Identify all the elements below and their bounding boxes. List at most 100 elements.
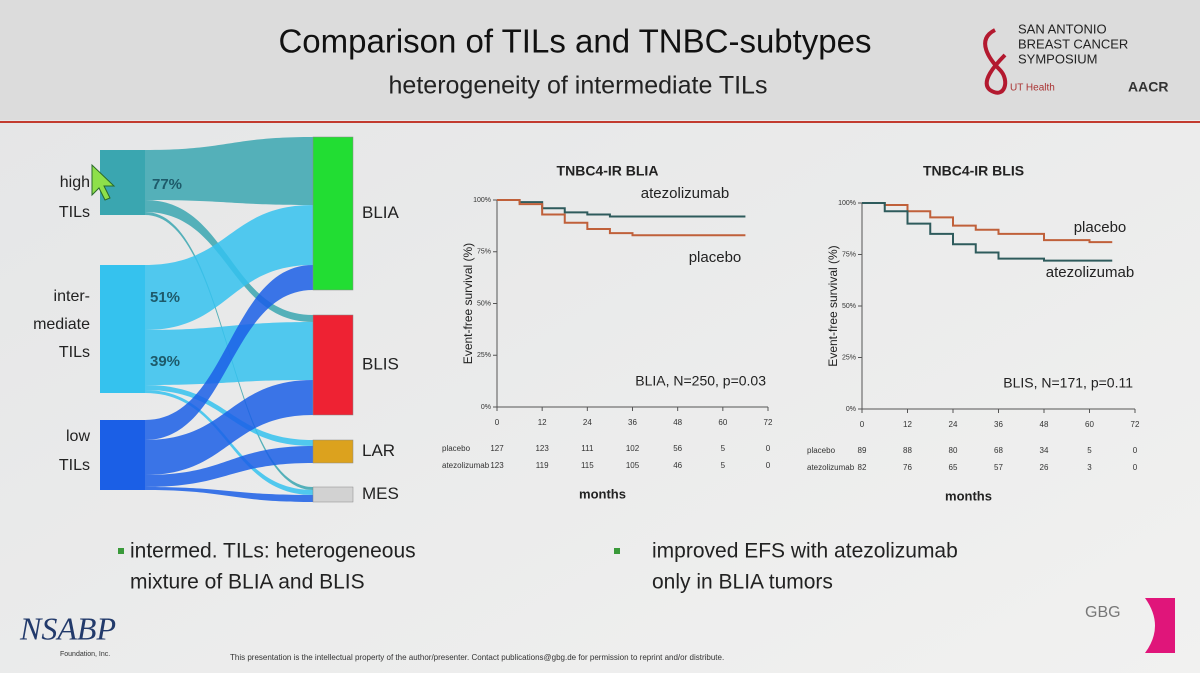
survival-curve bbox=[862, 202, 1113, 262]
sankey-flow bbox=[145, 265, 313, 440]
risk-value: 65 bbox=[949, 463, 958, 472]
source-label: mediate bbox=[33, 316, 90, 333]
sankey-flow bbox=[145, 487, 313, 502]
source-label: low bbox=[66, 428, 90, 445]
risk-value: 57 bbox=[994, 463, 1003, 472]
y-tick-label: 0% bbox=[481, 404, 491, 411]
cursor bbox=[91, 163, 116, 201]
risk-value: 127 bbox=[490, 444, 504, 453]
y-tick-label: 75% bbox=[477, 249, 491, 256]
sankey: BLIA BLIS LAR MES high TILs inter-mediate TILs l… bbox=[33, 136, 400, 503]
survival-curve bbox=[862, 202, 1113, 244]
source-label: inter- bbox=[54, 288, 90, 305]
series-label: placebo bbox=[689, 249, 742, 266]
nsabp-sub: Foundation, Inc. bbox=[60, 651, 110, 658]
risk-value: 0 bbox=[766, 461, 771, 470]
risk-value: 68 bbox=[994, 446, 1003, 455]
risk-row-label: atezolizumab bbox=[807, 463, 855, 472]
chart-title: TNBC4-IR BLIA bbox=[557, 163, 659, 179]
y-tick-label: 25% bbox=[477, 352, 491, 359]
charts: TNBC4-IR BLIA0%25%50%75%100%012712312123… bbox=[442, 163, 1140, 504]
risk-value: 26 bbox=[1040, 463, 1049, 472]
target-label: BLIA bbox=[362, 203, 400, 222]
x-tick-label: 60 bbox=[1085, 420, 1094, 429]
sankey-flow bbox=[145, 446, 313, 487]
risk-value: 3 bbox=[1087, 463, 1092, 472]
risk-row-label: atezolizumab bbox=[442, 461, 490, 470]
risk-value: 119 bbox=[536, 461, 549, 470]
y-tick-label: 100% bbox=[838, 200, 856, 207]
logo-line: BREAST CANCER bbox=[1018, 36, 1128, 51]
percent-label: 77% bbox=[152, 176, 182, 193]
y-tick-label: 25% bbox=[842, 354, 856, 361]
bullet-dot bbox=[614, 548, 620, 554]
risk-value: 89 bbox=[858, 446, 867, 455]
x-tick-label: 24 bbox=[583, 418, 592, 427]
sankey-flow bbox=[145, 380, 313, 475]
y-axis-label: Event-free survival (%) bbox=[826, 245, 840, 366]
risk-value: 82 bbox=[858, 463, 867, 472]
series-label: atezolizumab bbox=[1046, 264, 1134, 281]
target-label: MES bbox=[362, 484, 399, 503]
target-node bbox=[312, 439, 354, 464]
subtitle: heterogeneity of intermediate TILs bbox=[389, 72, 768, 100]
series-label: atezolizumab bbox=[641, 185, 729, 202]
y-tick-label: 100% bbox=[473, 197, 491, 204]
x-tick-label: 0 bbox=[495, 418, 500, 427]
bullet-text: intermed. TILs: heterogeneous bbox=[130, 540, 416, 563]
y-tick-label: 50% bbox=[842, 303, 856, 310]
gbg-logo: GBG bbox=[1085, 604, 1121, 621]
source-label: TILs bbox=[59, 457, 90, 474]
bullet-text: mixture of BLIA and BLIS bbox=[130, 571, 365, 594]
x-tick-label: 72 bbox=[1131, 420, 1140, 429]
risk-value: 111 bbox=[581, 444, 594, 453]
x-tick-label: 12 bbox=[538, 418, 547, 427]
y-tick-label: 0% bbox=[846, 406, 856, 413]
risk-value: 34 bbox=[1040, 446, 1049, 455]
survival-curve bbox=[497, 199, 746, 218]
logo-line: SAN ANTONIO bbox=[1018, 21, 1107, 36]
source-label: TILs bbox=[59, 344, 90, 361]
symposium-ribbon bbox=[983, 28, 1008, 95]
target-node bbox=[312, 314, 354, 416]
gbg-mark bbox=[1145, 598, 1175, 653]
source-label: TILs bbox=[59, 204, 90, 221]
bullet-text: only in BLIA tumors bbox=[652, 571, 833, 594]
risk-value: 0 bbox=[1133, 463, 1138, 472]
y-tick-label: 75% bbox=[842, 251, 856, 258]
risk-value: 123 bbox=[490, 461, 504, 470]
footer-notice: This presentation is the intellectual pr… bbox=[230, 653, 724, 662]
logo-line: SYMPOSIUM bbox=[1018, 51, 1097, 66]
x-tick-label: 60 bbox=[718, 418, 727, 427]
x-tick-label: 36 bbox=[628, 418, 637, 427]
target-node bbox=[312, 486, 354, 503]
risk-value: 56 bbox=[673, 444, 682, 453]
x-tick-label: 24 bbox=[949, 420, 958, 429]
risk-value: 76 bbox=[903, 463, 912, 472]
target-label: LAR bbox=[362, 441, 395, 460]
risk-value: 0 bbox=[1133, 446, 1138, 455]
annotation: BLIA, N=250, p=0.03 bbox=[635, 373, 766, 389]
x-tick-label: 48 bbox=[673, 418, 682, 427]
sankey-flow bbox=[145, 137, 313, 205]
series-label: placebo bbox=[1074, 219, 1127, 236]
risk-value: 88 bbox=[903, 446, 912, 455]
chart-title: TNBC4-IR BLIS bbox=[923, 163, 1024, 179]
risk-row-label: placebo bbox=[807, 446, 836, 455]
partner-logo: AACR bbox=[1128, 79, 1168, 95]
percent-label: 39% bbox=[150, 353, 180, 370]
x-tick-label: 12 bbox=[903, 420, 912, 429]
x-tick-label: 48 bbox=[1040, 420, 1049, 429]
bullet-dot bbox=[118, 548, 124, 554]
x-tick-label: 36 bbox=[994, 420, 1003, 429]
risk-value: 5 bbox=[721, 444, 726, 453]
source-node bbox=[100, 265, 145, 393]
x-axis-label: months bbox=[579, 486, 626, 501]
y-tick-label: 50% bbox=[477, 300, 491, 307]
x-tick-label: 0 bbox=[860, 420, 865, 429]
risk-value: 115 bbox=[581, 461, 594, 470]
source-label: high bbox=[60, 174, 90, 191]
x-tick-label: 72 bbox=[764, 418, 773, 427]
